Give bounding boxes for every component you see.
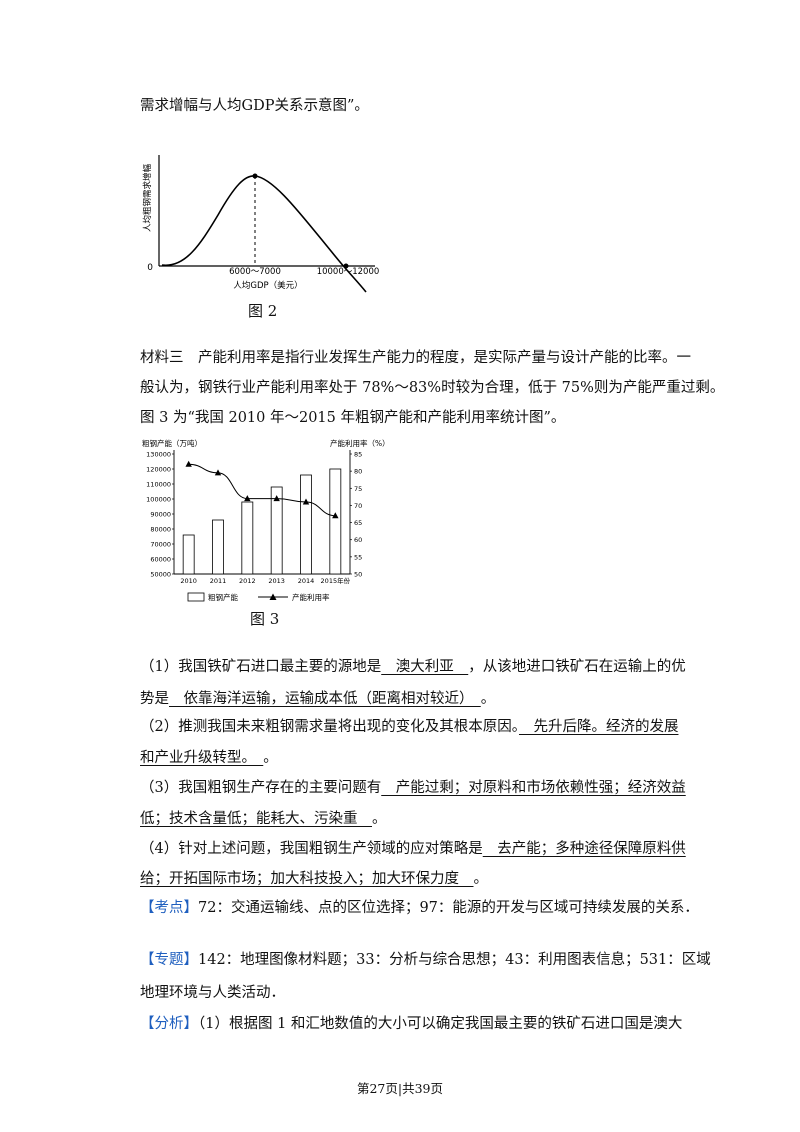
fig2-caption: 图 2 — [248, 302, 278, 320]
chart3-left-axis-title: 粗钢产能（万吨） — [142, 438, 202, 448]
q2-answer-2: 和产业升级转型。 — [140, 750, 264, 766]
q2-question: （2）推测我国未来粗钢需求量将出现的变化及其根本原因。 — [140, 719, 519, 735]
chart3-utilization-point — [332, 512, 339, 519]
q3-answer-2: 低；技术含量低；能耗大、污染重 — [140, 811, 372, 827]
fig2-x-end: 10000～12000 — [317, 267, 380, 277]
q1-line-2: 势是 依靠海洋运输，运输成本低（距离相对较近） 。 — [140, 689, 495, 709]
chart3-left-tick-label: 90000 — [150, 511, 171, 519]
chart3-left-tick-label: 130000 — [146, 451, 171, 459]
q2-line-1: （2）推测我国未来粗钢需求量将出现的变化及其根本原因。 先升后降。经济的发展 — [140, 717, 678, 737]
chart3-bar — [329, 468, 342, 575]
chart3-legend-bar-label: 粗钢产能 — [208, 592, 238, 602]
chart3-utilization-point — [273, 495, 280, 502]
chart3-bar — [182, 534, 195, 575]
chart3-right-tick-label: 85 — [354, 451, 362, 459]
chart3-utilization-line — [188, 463, 336, 517]
fenxi-line: 【分析】（1）根据图 1 和汇地数值的大小可以确定我国最主要的铁矿石进口国是澳大 — [140, 1014, 682, 1034]
chart3-category-label: 2011 — [210, 577, 227, 585]
chart3-right-tick-label: 60 — [354, 536, 362, 544]
fig2-y-zero: 0 — [147, 263, 153, 273]
material3-line-2: 般认为，钢铁行业产能利用率处于 78%～83%时较为合理，低于 75%则为产能严… — [140, 380, 725, 396]
intro-text: 需求增幅与人均GDP关系示意图”。 — [140, 98, 369, 114]
chart3-left-tick-label: 50000 — [150, 571, 171, 579]
q4-answer-1: 去产能；多种途径保障原料供 — [482, 841, 686, 857]
chart3-right-tick-label: 70 — [354, 502, 362, 510]
chart3-utilization-point — [302, 498, 310, 505]
q4-line-2: 给；开拓国际市场；加大科技投入；加大环保力度 。 — [140, 869, 488, 889]
chart3-left-tick-label: 100000 — [146, 496, 171, 504]
chart3-right-axis-title: 产能利用率（%） — [330, 438, 390, 448]
q4-period: 。 — [473, 871, 489, 887]
chart3-right-tick-label: 50 — [354, 571, 362, 579]
q1-period: 。 — [480, 691, 496, 707]
chart3-category-label: 2013 — [268, 577, 285, 585]
q1-answer-advantage: 依靠海洋运输，运输成本低（距离相对较近） — [169, 691, 481, 707]
q3-line-2: 低；技术含量低；能耗大、污染重 。 — [140, 809, 387, 829]
q3-period: 。 — [372, 811, 387, 827]
chart3-legend-bar-swatch — [187, 592, 205, 602]
q3-question: （3）我国粗钢生产存在的主要问题有 — [140, 780, 382, 796]
figure-3-chart: 粗钢产能（万吨） 产能利用率（%） 50000 60000 70000 80000 90… — [142, 438, 390, 602]
chart3-right-tick-label: 55 — [354, 553, 362, 561]
chart3-category-label: 2010 — [180, 577, 197, 585]
q4-question: （4）针对上述问题，我国粗钢生产领域的应对策略是 — [140, 841, 483, 857]
fenxi-text: （1）根据图 1 和汇地数值的大小可以确定我国最主要的铁矿石进口国是澳大 — [198, 1016, 683, 1032]
chart3-right-tick-label: 75 — [354, 485, 362, 493]
kaodian-line: 【考点】72：交通运输线、点的区位选择；97：能源的开发与区域可持续发展的关系． — [140, 898, 699, 918]
chart3-bar — [241, 501, 254, 575]
kaodian-text: 72：交通运输线、点的区位选择；97：能源的开发与区域可持续发展的关系． — [198, 900, 699, 916]
page-footer: 第27页|共39页 — [356, 1081, 444, 1096]
q4-answer-2: 给；开拓国际市场；加大科技投入；加大环保力度 — [140, 871, 474, 887]
q4-line-1: （4）针对上述问题，我国粗钢生产领域的应对策略是 去产能；多种途径保障原料供 — [140, 839, 686, 859]
q1-question-cont: ，从该地进口铁矿石在运输上的优 — [468, 659, 686, 675]
material3-line-1: 材料三 产能利用率是指行业发挥生产能力的程度，是实际产量与设计产能的比率。一 — [140, 350, 691, 366]
fig3-caption: 图 3 — [250, 610, 280, 628]
chart3-utilization-point — [244, 495, 251, 502]
chart3-left-tick-label: 80000 — [150, 526, 171, 534]
q2-line-2: 和产业升级转型。 。 — [140, 748, 278, 768]
fig2-peak-point — [252, 173, 258, 179]
chart3-right-tick-label: 80 — [354, 468, 362, 476]
q2-period: 。 — [263, 750, 278, 766]
chart3-legend-line-label: 产能利用率 — [292, 592, 330, 602]
chart3-left-tick-label: 70000 — [150, 541, 171, 549]
fig2-zero-point — [343, 263, 349, 269]
chart3-left-tick-label: 120000 — [146, 466, 171, 474]
chart3-bar — [270, 486, 283, 575]
q2-answer-1: 先升后降。经济的发展 — [518, 719, 679, 735]
chart3-utilization-point — [185, 460, 192, 467]
q1-question: （1）我国铁矿石进口最主要的源地是 — [140, 659, 382, 675]
chart3-bar — [300, 474, 312, 575]
zhuanti-text: 142：地理图像材料题；33：分析与综合思想；43：利用图表信息；531：区域 — [198, 952, 711, 968]
q1-answer-source: 澳大利亚 — [381, 659, 469, 675]
q1-line-1: （1）我国铁矿石进口最主要的源地是 澳大利亚 ，从该地进口铁矿石在运输上的优 — [140, 657, 686, 677]
kaodian-tag: 【考点】 — [140, 900, 198, 916]
zhuanti-line-2: 地理环境与人类活动． — [140, 985, 285, 1001]
material3-line-3: 图 3 为“我国 2010 年～2015 年粗钢产能和产能利用率统计图”。 — [140, 410, 566, 426]
zhuanti-line-1: 【专题】142：地理图像材料题；33：分析与综合思想；43：利用图表信息；531… — [140, 950, 711, 970]
chart3-legend-line-marker — [269, 593, 277, 600]
q3-line-1: （3）我国粗钢生产存在的主要问题有 产能过剩；对原料和市场依赖性强；经济效益 — [140, 778, 686, 798]
chart3-category-label: 2012 — [239, 577, 256, 585]
fig2-xlabel: 人均GDP（美元） — [233, 280, 302, 291]
figure-2: 0 人均粗钢需求增幅 6000～7000 10000～12000 人均GDP（美… — [142, 155, 380, 293]
chart3-left-tick-label: 60000 — [150, 556, 171, 564]
q3-answer-1: 产能过剩；对原料和市场依赖性强；经济效益 — [381, 780, 686, 796]
chart3-right-tick-label: 65 — [354, 519, 362, 527]
q1-question-cont2: 势是 — [140, 691, 169, 707]
chart3-category-label: 2014 — [298, 577, 315, 585]
zhuanti-tag: 【专题】 — [140, 952, 198, 968]
fig2-ylabel: 人均粗钢需求增幅 — [142, 163, 153, 232]
chart3-left-tick-label: 110000 — [146, 481, 171, 489]
chart3-category-label: 2015年份 — [321, 576, 351, 585]
chart3-utilization-point — [214, 469, 222, 476]
fig2-x-peak: 6000～7000 — [229, 267, 281, 277]
chart3-bar — [212, 519, 224, 575]
fenxi-tag: 【分析】 — [140, 1016, 198, 1032]
